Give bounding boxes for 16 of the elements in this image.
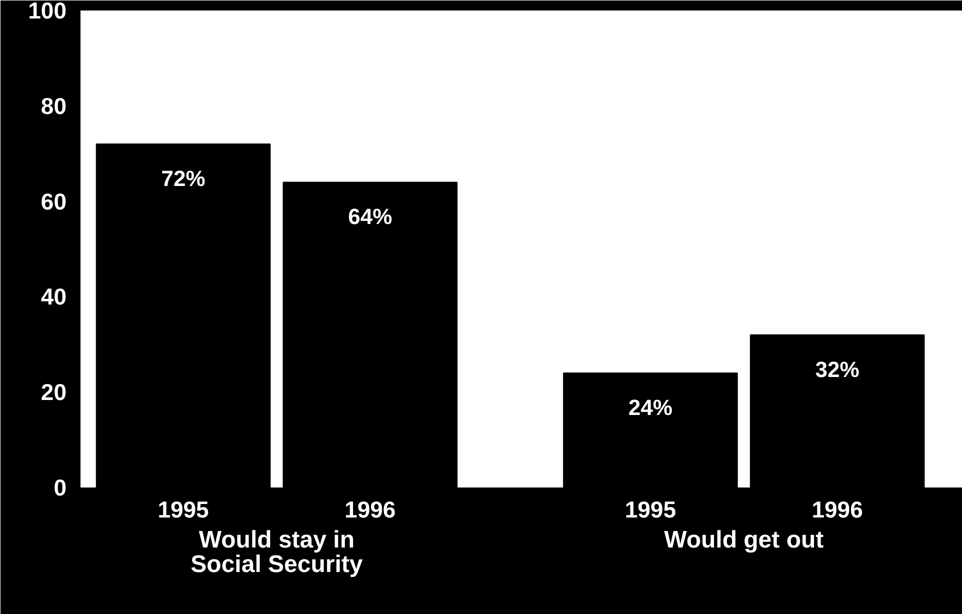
data-label: 72%: [161, 166, 206, 192]
x-tick-label: 1996: [344, 496, 396, 522]
data-label: 32%: [815, 356, 860, 382]
y-tick-label: 40: [40, 284, 67, 310]
y-tick-label: 20: [40, 379, 67, 406]
y-tick-label: 80: [40, 92, 67, 119]
x-tick-label: 1995: [624, 496, 676, 522]
data-label: 24%: [628, 395, 672, 420]
text: Would stay in Social Security: [190, 526, 364, 578]
y-tick-label: 100: [28, 0, 66, 24]
y-tick-label: 0: [54, 474, 67, 500]
x-tick-label: 1996: [812, 496, 863, 522]
x-tick-label: 1995: [158, 496, 210, 522]
text: Would get out: [664, 526, 824, 554]
y-tick-label: 60: [40, 188, 67, 214]
data-label: 64%: [348, 204, 392, 230]
